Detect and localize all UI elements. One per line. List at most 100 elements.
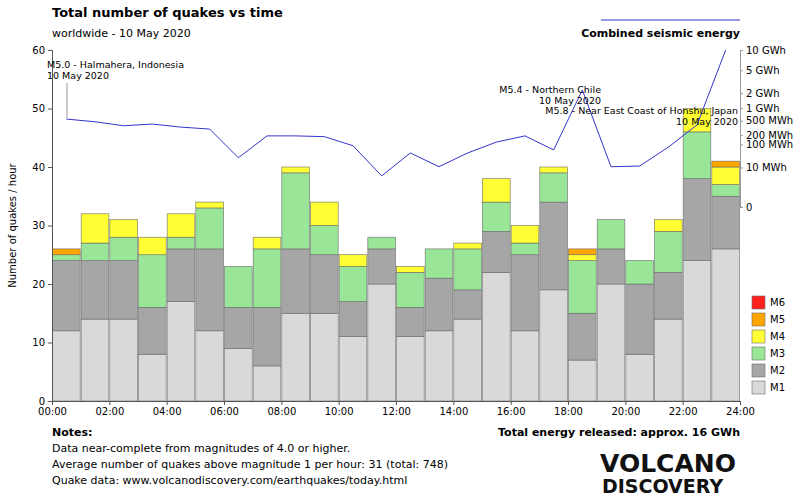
bar-segment xyxy=(397,266,425,272)
bar-segment xyxy=(397,266,425,267)
x-axis-tick-mark xyxy=(740,401,741,405)
y-axis-tick-mark xyxy=(48,50,52,51)
bar-segment xyxy=(282,173,310,249)
legend-label: Combined seismic energy xyxy=(581,27,740,40)
x-axis-tick-mark xyxy=(396,401,397,405)
chart: 010203040506000:0002:0004:0006:0008:0010… xyxy=(0,0,800,500)
bar-segment xyxy=(311,226,339,255)
x-axis-line xyxy=(53,402,741,406)
x-axis-tick-mark xyxy=(568,401,569,405)
y2-axis-tick: 10 MWh xyxy=(740,162,787,173)
x-axis-tick-label: 00:00 xyxy=(38,406,67,417)
y2-axis-line xyxy=(741,51,744,208)
bar-segment xyxy=(712,161,740,162)
bar-segment xyxy=(597,249,625,284)
bar-segment xyxy=(712,249,740,401)
x-axis-tick: 02:00 xyxy=(95,401,124,417)
bar-segment xyxy=(511,255,539,331)
y-axis-tick-mark xyxy=(48,167,52,168)
bar-segment xyxy=(540,167,568,173)
bar-segment xyxy=(110,219,138,220)
bar-segment xyxy=(597,220,625,249)
bar-segment xyxy=(311,313,339,401)
bar-segment xyxy=(425,278,453,331)
y2-axis-tick: 1 GWh xyxy=(740,103,780,114)
bar-segment xyxy=(53,255,81,261)
y2-axis-tick-label: 5 GWh xyxy=(746,65,780,76)
bar-segment xyxy=(454,243,482,244)
bar-segment xyxy=(139,237,167,255)
bar-segment xyxy=(311,202,339,225)
bar-segment xyxy=(81,213,109,214)
annotation-text: M5.4 - Northern Chile xyxy=(499,84,601,95)
bar-segment xyxy=(282,167,310,173)
bar-segment xyxy=(339,302,367,337)
y-axis-tick-label: 0 xyxy=(39,396,45,407)
bar-segment xyxy=(483,272,511,401)
notes-line: Average number of quakes above magnitude… xyxy=(52,458,448,471)
y-axis-tick-mark xyxy=(48,401,52,402)
y2-axis-tick-label: 500 MWh xyxy=(746,115,793,126)
annotation-date: 10 May 2020 xyxy=(47,70,109,81)
y2-axis-tick-mark xyxy=(740,70,743,71)
legend-swatch xyxy=(601,20,740,21)
annotation-date: 10 May 2020 xyxy=(676,116,738,127)
x-axis-tick-mark xyxy=(52,401,53,405)
bar-segment xyxy=(167,302,195,401)
legend-label: M1 xyxy=(770,382,785,393)
bar-segment xyxy=(397,337,425,401)
bar-segment xyxy=(712,161,740,167)
bar-segment xyxy=(569,249,597,255)
bar-segment xyxy=(139,354,167,401)
bar-segment xyxy=(683,261,711,401)
y-axis-tick: 20 xyxy=(32,279,52,290)
y2-axis-tick-mark xyxy=(740,121,743,122)
bar-segment xyxy=(425,249,453,278)
bar-segment xyxy=(540,167,568,168)
marks xyxy=(53,50,740,401)
bar-segment xyxy=(110,261,138,320)
y-axis-tick-mark xyxy=(48,109,52,110)
energy-total: Total energy released: approx. 16 GWh xyxy=(498,426,740,439)
bar-segment xyxy=(626,260,654,261)
legend-label: M4 xyxy=(770,331,785,342)
x-axis-tick-mark xyxy=(625,401,626,405)
bar-segment xyxy=(569,261,597,314)
bar-segment xyxy=(655,220,683,232)
bar-segment xyxy=(225,348,253,401)
annotation-text: M5.0 - Halmahera, Indonesia xyxy=(47,59,184,70)
bar-segment xyxy=(683,179,711,261)
bar-segment xyxy=(683,132,711,179)
bar-segment xyxy=(167,213,195,214)
bar-segment xyxy=(253,249,281,308)
bar-segment xyxy=(196,202,224,208)
bar-segment xyxy=(81,319,109,401)
bar-segment xyxy=(282,313,310,401)
bar-segment xyxy=(655,272,683,319)
x-axis-tick-label: 12:00 xyxy=(382,406,411,417)
x-axis-tick-mark xyxy=(224,401,225,405)
x-axis-tick: 24:00 xyxy=(726,401,755,417)
bar-segment xyxy=(167,237,195,249)
bar-segment xyxy=(569,255,597,261)
x-axis-tick: 20:00 xyxy=(611,401,640,417)
bar-segment xyxy=(167,249,195,302)
y-axis-tick: 60 xyxy=(32,45,52,56)
bar-segment xyxy=(368,249,396,284)
y2-axis-tick: 10 GWh xyxy=(740,45,786,56)
legend-swatch xyxy=(752,313,765,326)
bar-segment xyxy=(225,266,253,267)
bar-segment xyxy=(225,307,253,348)
y2-axis-tick: 0 xyxy=(740,202,752,213)
x-axis-tick-label: 18:00 xyxy=(554,406,583,417)
bar-segment xyxy=(454,243,482,249)
y2-axis-tick-mark xyxy=(740,207,743,208)
bar-segment xyxy=(540,290,568,401)
bar-segment xyxy=(253,237,281,238)
bar-segment xyxy=(53,249,81,255)
y-axis-tick-label: 50 xyxy=(32,103,45,114)
y-axis-tick-label: 40 xyxy=(32,162,45,173)
y-axis-tick-mark xyxy=(48,226,52,227)
annotation-leader xyxy=(67,83,68,118)
bar-segment xyxy=(626,260,654,261)
